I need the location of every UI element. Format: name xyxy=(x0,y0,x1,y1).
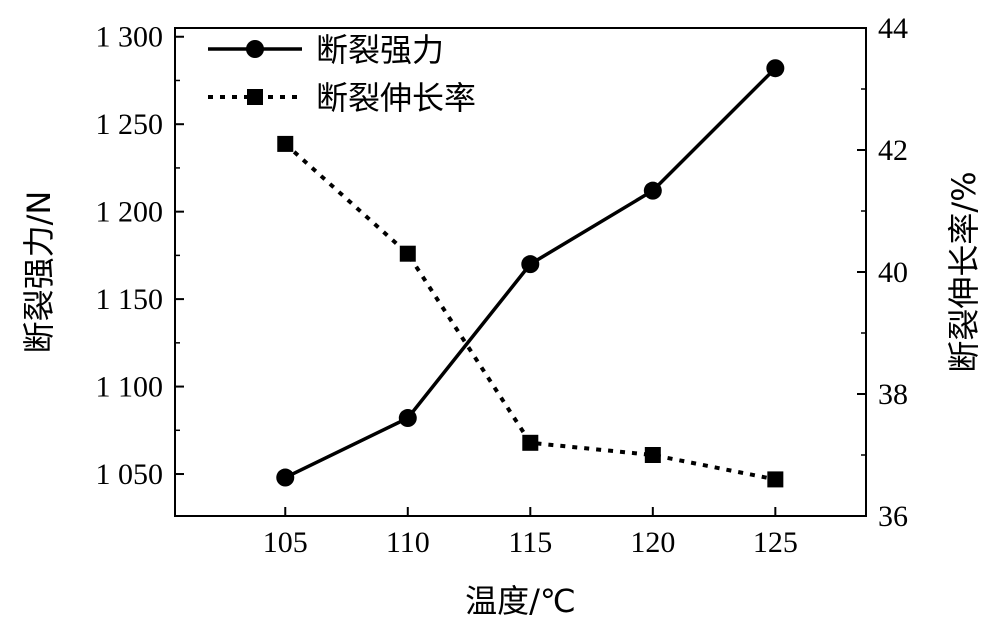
data-point xyxy=(277,135,294,152)
data-point xyxy=(399,245,416,262)
y-right-tick-label: 36 xyxy=(878,500,908,533)
series-layer xyxy=(276,59,785,488)
data-point xyxy=(398,409,417,428)
x-tick-label: 110 xyxy=(386,526,430,559)
y-left-tick-label: 1 050 xyxy=(96,458,164,491)
data-point xyxy=(643,181,662,200)
legend-label-2: 断裂伸长率 xyxy=(316,79,476,117)
x-tick-label: 125 xyxy=(753,526,798,559)
axes: 105 110 115 120 125 1 050 1 100 1 150 1 200 1 250… xyxy=(20,12,983,620)
legend-marker-2 xyxy=(247,89,263,105)
y-right-tick-label: 40 xyxy=(878,256,908,289)
x-tick-label: 120 xyxy=(630,526,675,559)
y-right-tick-label: 42 xyxy=(878,134,908,167)
y-left-tick-label: 1 150 xyxy=(96,283,164,316)
legend-marker-1 xyxy=(246,40,264,58)
y-left-tick-label: 1 250 xyxy=(96,108,164,141)
data-point xyxy=(522,434,539,451)
y-right-tick-label: 44 xyxy=(878,12,908,45)
data-point xyxy=(521,255,540,274)
legend-label-1: 断裂强力 xyxy=(316,31,444,69)
y-left-tick-label: 1 200 xyxy=(96,196,164,229)
y-right-tick-label: 38 xyxy=(878,378,908,411)
data-point xyxy=(276,468,295,487)
data-point xyxy=(766,59,785,78)
y-left-tick-label: 1 100 xyxy=(96,371,164,404)
y-right-axis-title: 断裂伸长率/% xyxy=(945,171,983,372)
data-point xyxy=(767,471,784,488)
y-left-axis-title: 断裂强力/N xyxy=(20,191,58,354)
data-point xyxy=(644,447,661,463)
series-line-2 xyxy=(283,142,776,482)
x-tick-label: 105 xyxy=(263,526,308,559)
plot-frame xyxy=(174,27,867,517)
x-axis-title: 温度/℃ xyxy=(465,582,576,620)
x-tick-label: 115 xyxy=(508,526,552,559)
y-left-tick-label: 1 300 xyxy=(96,21,164,54)
